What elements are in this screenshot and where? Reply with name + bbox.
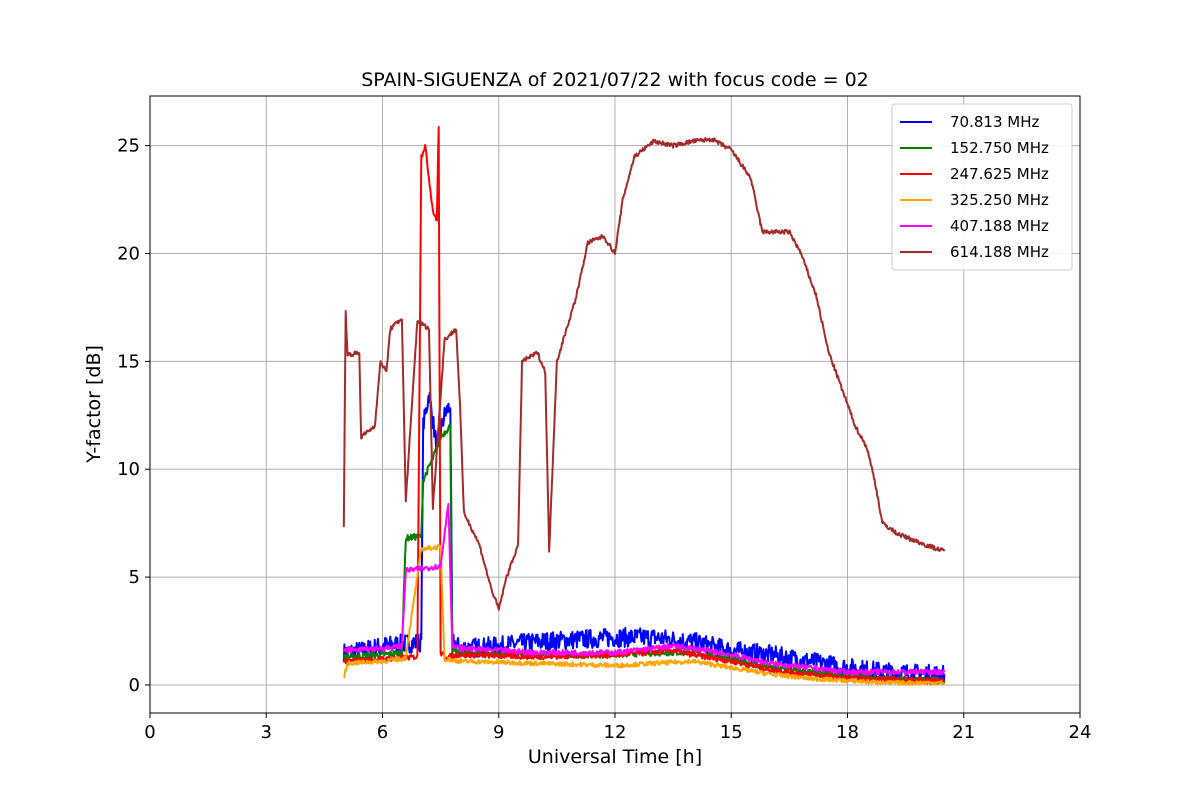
series-line-3: [343, 544, 946, 686]
series-line-5: [342, 136, 946, 611]
x-tick-label: 15: [720, 722, 743, 743]
y-tick-label: 10: [117, 459, 140, 480]
series-layer: [342, 126, 946, 686]
legend: 70.813 MHz 152.750 MHz 247.625 MHz 325.250 …: [891, 103, 1073, 271]
x-tick-label: 3: [261, 722, 272, 743]
chart-title: SPAIN-SIGUENZA of 2021/07/22 with focus …: [361, 69, 869, 91]
y-tick-label: 25: [117, 136, 140, 157]
legend-label: 247.625 MHz: [950, 165, 1049, 183]
x-tick-label: 0: [144, 722, 155, 743]
x-tick-label: 9: [493, 722, 504, 743]
legend-label: 614.188 MHz: [950, 243, 1049, 261]
y-tick-label: 5: [129, 567, 140, 588]
y-axis-label: Y-factor [dB]: [83, 345, 105, 464]
ticks: 0 3 6 9 12 15 18 21 24 0 5 10 15 20 25: [117, 136, 1091, 743]
x-tick-label: 12: [604, 722, 627, 743]
x-axis-label: Universal Time [h]: [528, 746, 702, 768]
series-line-4: [343, 502, 946, 676]
x-tick-label: 21: [952, 722, 975, 743]
y-tick-label: 15: [117, 351, 140, 372]
legend-label: 407.188 MHz: [950, 217, 1049, 235]
legend-label: 70.813 MHz: [950, 113, 1039, 131]
legend-box: [891, 103, 1073, 271]
legend-label: 325.250 MHz: [950, 191, 1049, 209]
series-line-0: [342, 392, 946, 685]
x-tick-label: 6: [377, 722, 388, 743]
x-tick-label: 24: [1069, 722, 1092, 743]
y-tick-label: 0: [129, 675, 140, 696]
legend-label: 152.750 MHz: [950, 139, 1049, 157]
x-tick-label: 18: [836, 722, 859, 743]
y-tick-label: 20: [117, 243, 140, 264]
